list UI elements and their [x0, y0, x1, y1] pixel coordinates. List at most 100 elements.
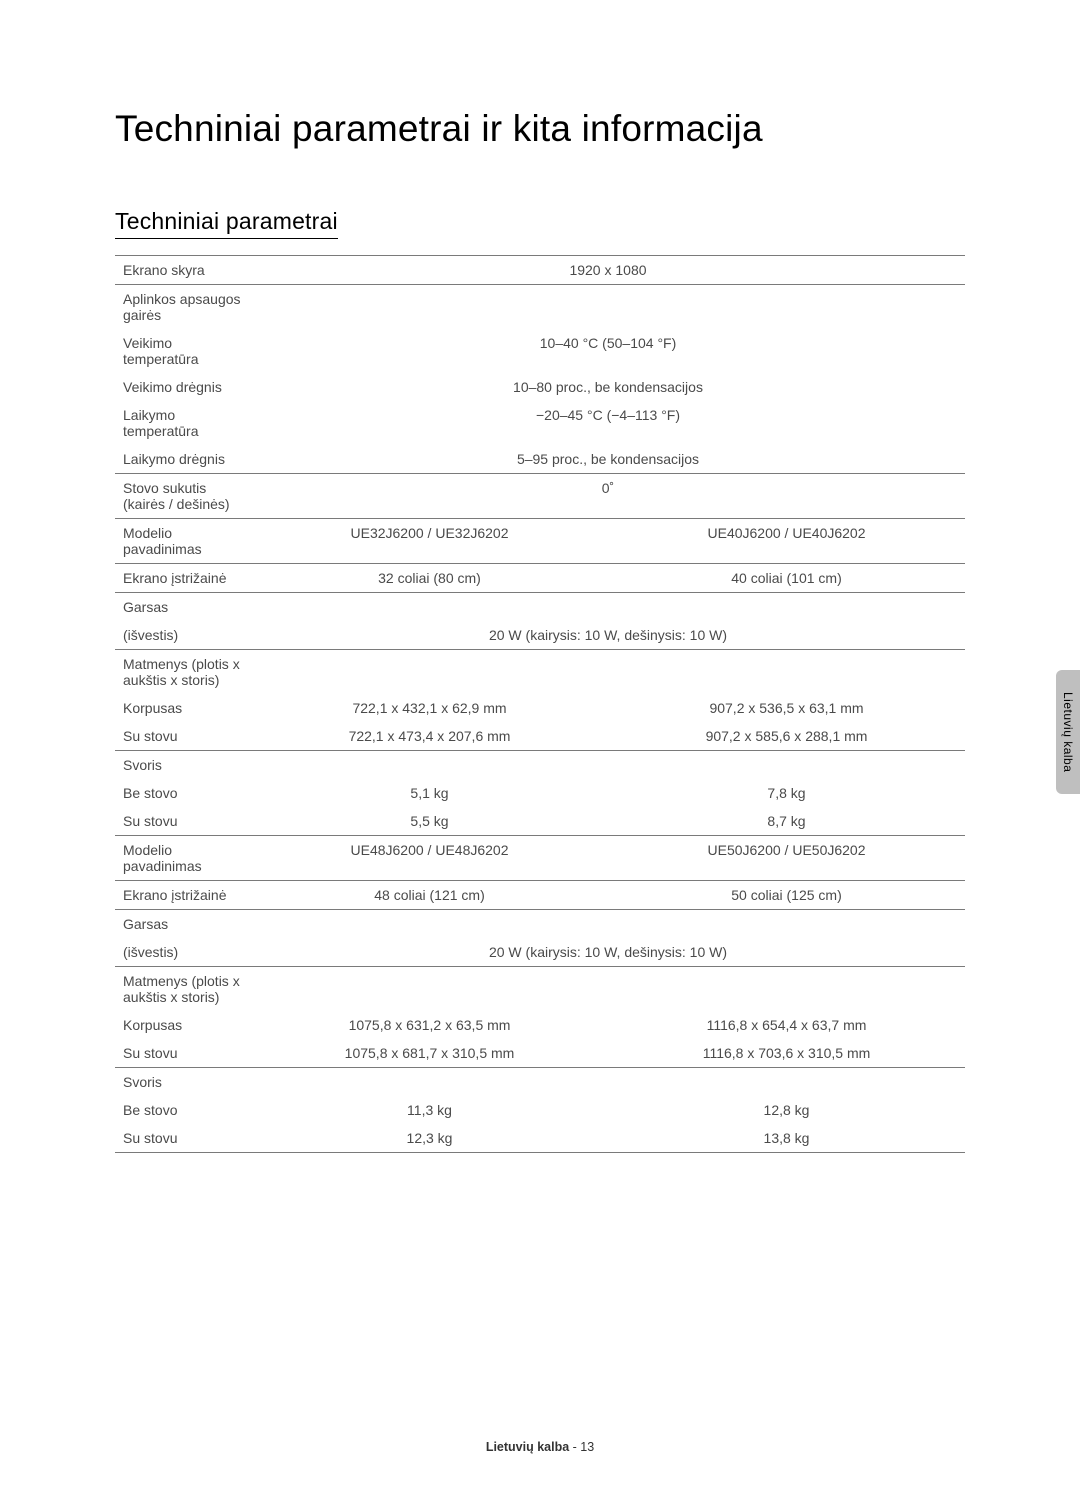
cell-value: 10–40 °C (50–104 °F): [251, 329, 965, 373]
cell-label: Su stovu: [115, 722, 251, 751]
cell-value: UE40J6200 / UE40J6202: [608, 519, 965, 564]
cell-value: 1075,8 x 681,7 x 310,5 mm: [251, 1039, 608, 1068]
cell-label: (išvestis): [115, 621, 251, 650]
table-row: Garsas: [115, 910, 965, 939]
cell-value: 11,3 kg: [251, 1096, 608, 1124]
table-row: Laikymo temperatūra −20–45 °C (−4–113 °F…: [115, 401, 965, 445]
cell-value: 1920 x 1080: [251, 256, 965, 285]
cell-value: 20 W (kairysis: 10 W, dešinysis: 10 W): [251, 938, 965, 967]
cell-value: UE50J6200 / UE50J6202: [608, 836, 965, 881]
cell-label: Aplinkos apsaugos gairės: [115, 285, 251, 330]
cell-value: 13,8 kg: [608, 1124, 965, 1153]
cell-value: 5,1 kg: [251, 779, 608, 807]
cell-value: 48 coliai (121 cm): [251, 881, 608, 910]
table-row: Svoris: [115, 751, 965, 780]
cell-label: Be stovo: [115, 1096, 251, 1124]
cell-value: 7,8 kg: [608, 779, 965, 807]
language-tab: Lietuvių kalba: [1056, 670, 1080, 794]
footer-sep: -: [569, 1440, 580, 1454]
cell-value: [251, 1068, 965, 1097]
table-row: Be stovo 11,3 kg 12,8 kg: [115, 1096, 965, 1124]
table-row: Stovo sukutis (kairės / dešinės) 0˚: [115, 474, 965, 519]
cell-label: Modelio pavadinimas: [115, 836, 251, 881]
footer-page-number: 13: [580, 1440, 594, 1454]
table-row: Su stovu 12,3 kg 13,8 kg: [115, 1124, 965, 1153]
cell-label: Su stovu: [115, 1124, 251, 1153]
cell-value: 32 coliai (80 cm): [251, 564, 608, 593]
table-row: Matmenys (plotis x aukštis x storis): [115, 967, 965, 1012]
cell-label: Garsas: [115, 593, 251, 622]
cell-value: 40 coliai (101 cm): [608, 564, 965, 593]
table-row: Su stovu 5,5 kg 8,7 kg: [115, 807, 965, 836]
table-row: Ekrano įstrižainė 32 coliai (80 cm) 40 c…: [115, 564, 965, 593]
cell-value: 12,3 kg: [251, 1124, 608, 1153]
cell-value: 907,2 x 536,5 x 63,1 mm: [608, 694, 965, 722]
cell-label: Veikimo temperatūra: [115, 329, 251, 373]
cell-value: UE48J6200 / UE48J6202: [251, 836, 608, 881]
cell-value: 722,1 x 473,4 x 207,6 mm: [251, 722, 608, 751]
cell-value: 722,1 x 432,1 x 62,9 mm: [251, 694, 608, 722]
cell-label: Ekrano įstrižainė: [115, 881, 251, 910]
cell-label: Garsas: [115, 910, 251, 939]
cell-value: [251, 285, 965, 330]
cell-label: Laikymo temperatūra: [115, 401, 251, 445]
cell-value: 0˚: [251, 474, 965, 519]
cell-label: (išvestis): [115, 938, 251, 967]
cell-value: 8,7 kg: [608, 807, 965, 836]
cell-label: Su stovu: [115, 807, 251, 836]
cell-value: [251, 751, 965, 780]
cell-label: Ekrano skyra: [115, 256, 251, 285]
table-row: Aplinkos apsaugos gairės: [115, 285, 965, 330]
cell-value: 907,2 x 585,6 x 288,1 mm: [608, 722, 965, 751]
table-row: Su stovu 1075,8 x 681,7 x 310,5 mm 1116,…: [115, 1039, 965, 1068]
cell-value: 10–80 proc., be kondensacijos: [251, 373, 965, 401]
table-row: Modelio pavadinimas UE48J6200 / UE48J620…: [115, 836, 965, 881]
cell-label: Svoris: [115, 1068, 251, 1097]
cell-label: Matmenys (plotis x aukštis x storis): [115, 967, 251, 1012]
cell-label: Korpusas: [115, 694, 251, 722]
footer-language: Lietuvių kalba: [486, 1440, 569, 1454]
cell-value: [608, 650, 965, 695]
cell-label: Stovo sukutis (kairės / dešinės): [115, 474, 251, 519]
cell-value: 20 W (kairysis: 10 W, dešinysis: 10 W): [251, 621, 965, 650]
cell-label: Korpusas: [115, 1011, 251, 1039]
cell-label: Be stovo: [115, 779, 251, 807]
section-title: Techniniai parametrai: [115, 208, 338, 239]
table-row: Laikymo drėgnis 5–95 proc., be kondensac…: [115, 445, 965, 474]
cell-label: Svoris: [115, 751, 251, 780]
cell-value: [251, 650, 608, 695]
specs-table: Ekrano skyra 1920 x 1080 Aplinkos apsaug…: [115, 255, 965, 1153]
cell-label: Modelio pavadinimas: [115, 519, 251, 564]
table-row: Modelio pavadinimas UE32J6200 / UE32J620…: [115, 519, 965, 564]
page-title: Techniniai parametrai ir kita informacij…: [115, 108, 965, 150]
cell-label: Su stovu: [115, 1039, 251, 1068]
table-row: Matmenys (plotis x aukštis x storis): [115, 650, 965, 695]
cell-value: [251, 967, 608, 1012]
page-footer: Lietuvių kalba - 13: [0, 1440, 1080, 1454]
table-row: Ekrano skyra 1920 x 1080: [115, 256, 965, 285]
cell-value: 1116,8 x 703,6 x 310,5 mm: [608, 1039, 965, 1068]
cell-label: Veikimo drėgnis: [115, 373, 251, 401]
table-row: Veikimo drėgnis 10–80 proc., be kondensa…: [115, 373, 965, 401]
cell-value: −20–45 °C (−4–113 °F): [251, 401, 965, 445]
cell-value: [251, 593, 965, 622]
table-row: Veikimo temperatūra 10–40 °C (50–104 °F): [115, 329, 965, 373]
cell-label: Matmenys (plotis x aukštis x storis): [115, 650, 251, 695]
table-row: Ekrano įstrižainė 48 coliai (121 cm) 50 …: [115, 881, 965, 910]
cell-value: 1075,8 x 631,2 x 63,5 mm: [251, 1011, 608, 1039]
cell-value: [608, 967, 965, 1012]
cell-value: 1116,8 x 654,4 x 63,7 mm: [608, 1011, 965, 1039]
table-row: Svoris: [115, 1068, 965, 1097]
table-row: (išvestis) 20 W (kairysis: 10 W, dešinys…: [115, 938, 965, 967]
table-row: Garsas: [115, 593, 965, 622]
table-row: Korpusas 722,1 x 432,1 x 62,9 mm 907,2 x…: [115, 694, 965, 722]
cell-value: 5,5 kg: [251, 807, 608, 836]
cell-value: UE32J6200 / UE32J6202: [251, 519, 608, 564]
table-row: Be stovo 5,1 kg 7,8 kg: [115, 779, 965, 807]
table-row: (išvestis) 20 W (kairysis: 10 W, dešinys…: [115, 621, 965, 650]
cell-label: Laikymo drėgnis: [115, 445, 251, 474]
cell-value: 50 coliai (125 cm): [608, 881, 965, 910]
cell-value: 12,8 kg: [608, 1096, 965, 1124]
table-row: Su stovu 722,1 x 473,4 x 207,6 mm 907,2 …: [115, 722, 965, 751]
table-row: Korpusas 1075,8 x 631,2 x 63,5 mm 1116,8…: [115, 1011, 965, 1039]
